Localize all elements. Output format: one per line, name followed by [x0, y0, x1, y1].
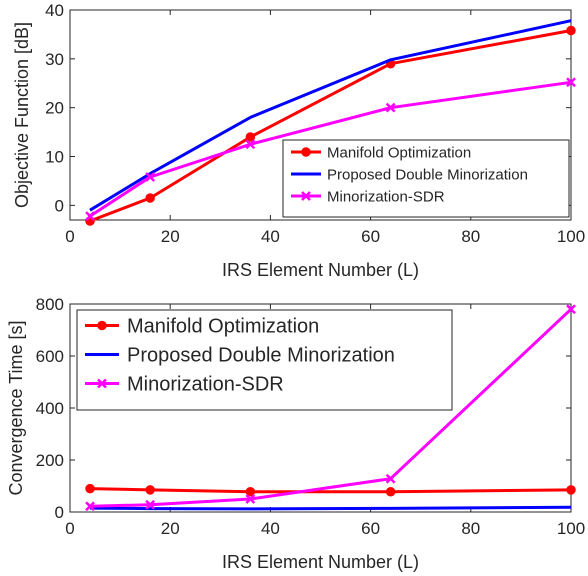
plot-2-x-tick-label: 100: [557, 519, 585, 538]
plot-2-data-point: [145, 499, 156, 510]
plot-1-y-tick-label: 0: [55, 196, 64, 215]
plot-2-series-3: [85, 304, 576, 512]
plot-2-series-1: [85, 483, 576, 497]
plot-1: 0 20 40 60 80 100 0 10 20 30 40 IRS Element Number …: [12, 1, 585, 280]
plot-1-x-tick-label: 100: [557, 227, 585, 246]
plot-2-x-tick-label: 60: [361, 519, 380, 538]
plot-1-y-axis-label: Objective Function [dB]: [12, 22, 32, 208]
plot-2-data-point: [566, 304, 576, 315]
plot-1-x-tick-label: 60: [361, 227, 380, 246]
plot-1-series-2: [89, 19, 572, 212]
plot-2-x-axis-label: IRS Element Number (L): [222, 552, 419, 572]
plot-2-data-point: [85, 501, 95, 512]
plot-1-data-point: [245, 139, 256, 150]
plot-1-legend-label: Manifold Optimization: [327, 144, 471, 161]
plot-1-legend-label: Minorization-SDR: [327, 188, 445, 205]
plot-2-y-axis-label: Convergence Time [s]: [6, 320, 26, 495]
plot-2-data-point: [245, 486, 256, 497]
plot-1-legend-marker: [301, 191, 311, 201]
plot-1-data-point: [245, 132, 256, 142]
plot-2-x-tick-label: 40: [261, 519, 280, 538]
plot-1-legend-label: Proposed Double Minorization: [327, 166, 528, 183]
plot-2-series-2: [89, 505, 572, 511]
plot-1-data-point: [145, 193, 155, 203]
plot-1-data-point: [145, 172, 156, 182]
plot-2-legend-label: Manifold Optimization: [127, 316, 319, 338]
plot-1-series-3: [85, 77, 576, 221]
plot-2-legend-label: Minorization-SDR: [127, 374, 284, 396]
plot-1-x-tick-label: 20: [161, 227, 180, 246]
plot-2-y-tick-label: 400: [36, 399, 64, 418]
plot-1-x-tick-label: 0: [65, 227, 74, 246]
plot-2-y-tick-label: 200: [36, 451, 64, 470]
plot-2-legend-marker: [97, 320, 107, 331]
plot-1-x-tick-label: 40: [261, 227, 280, 246]
plot-1-y-tick-label: 10: [45, 148, 64, 167]
plot-1-y-tick-label: 30: [45, 50, 64, 69]
plot-2-y-tick-label: 800: [36, 295, 64, 314]
plot-1-data-point: [566, 77, 576, 88]
plot-2-legend-marker: [97, 378, 107, 389]
plot-2-data-point: [145, 485, 155, 495]
plot-2-legend-box: [76, 309, 453, 411]
plot-1-legend: Manifold Optimization Proposed Double Min…: [282, 139, 570, 218]
plot-1-y-tick-label: 40: [45, 1, 64, 20]
plot-2-data-point: [566, 485, 576, 495]
plot-1-series-line: [89, 19, 572, 212]
plot-1-legend-marker: [301, 147, 311, 157]
plot-1-y-tick-label: 20: [45, 99, 64, 118]
plot-2-legend: Manifold Optimization Proposed Double Min…: [76, 309, 453, 411]
plot-2-x-tick-label: 20: [161, 519, 180, 538]
plot-2-legend-label: Proposed Double Minorization: [127, 345, 395, 367]
plot-2-y-tick-label: 600: [36, 347, 64, 366]
plot-2-data-point: [245, 494, 256, 504]
plot-2-data-point: [385, 486, 396, 497]
plot-2-y-tick-label: 0: [55, 503, 64, 522]
plot-1-x-axis-label: IRS Element Number (L): [222, 260, 419, 280]
plot-1-data-point: [566, 25, 576, 36]
plot-2-data-point: [85, 483, 95, 494]
plot-2: 0 20 40 60 80 100 0 200 400 600 800 IRS Element Num…: [6, 295, 585, 572]
plot-1-data-point: [85, 211, 95, 221]
plot-2-x-tick-label: 0: [65, 519, 74, 538]
plot-2-series-line: [89, 505, 572, 511]
plot-2-data-point: [385, 473, 396, 484]
plot-2-x-tick-label: 80: [461, 519, 480, 538]
plot-1-data-point: [385, 102, 396, 113]
plot-1-legend-box: [282, 139, 570, 218]
plot-1-x-tick-label: 80: [461, 227, 480, 246]
